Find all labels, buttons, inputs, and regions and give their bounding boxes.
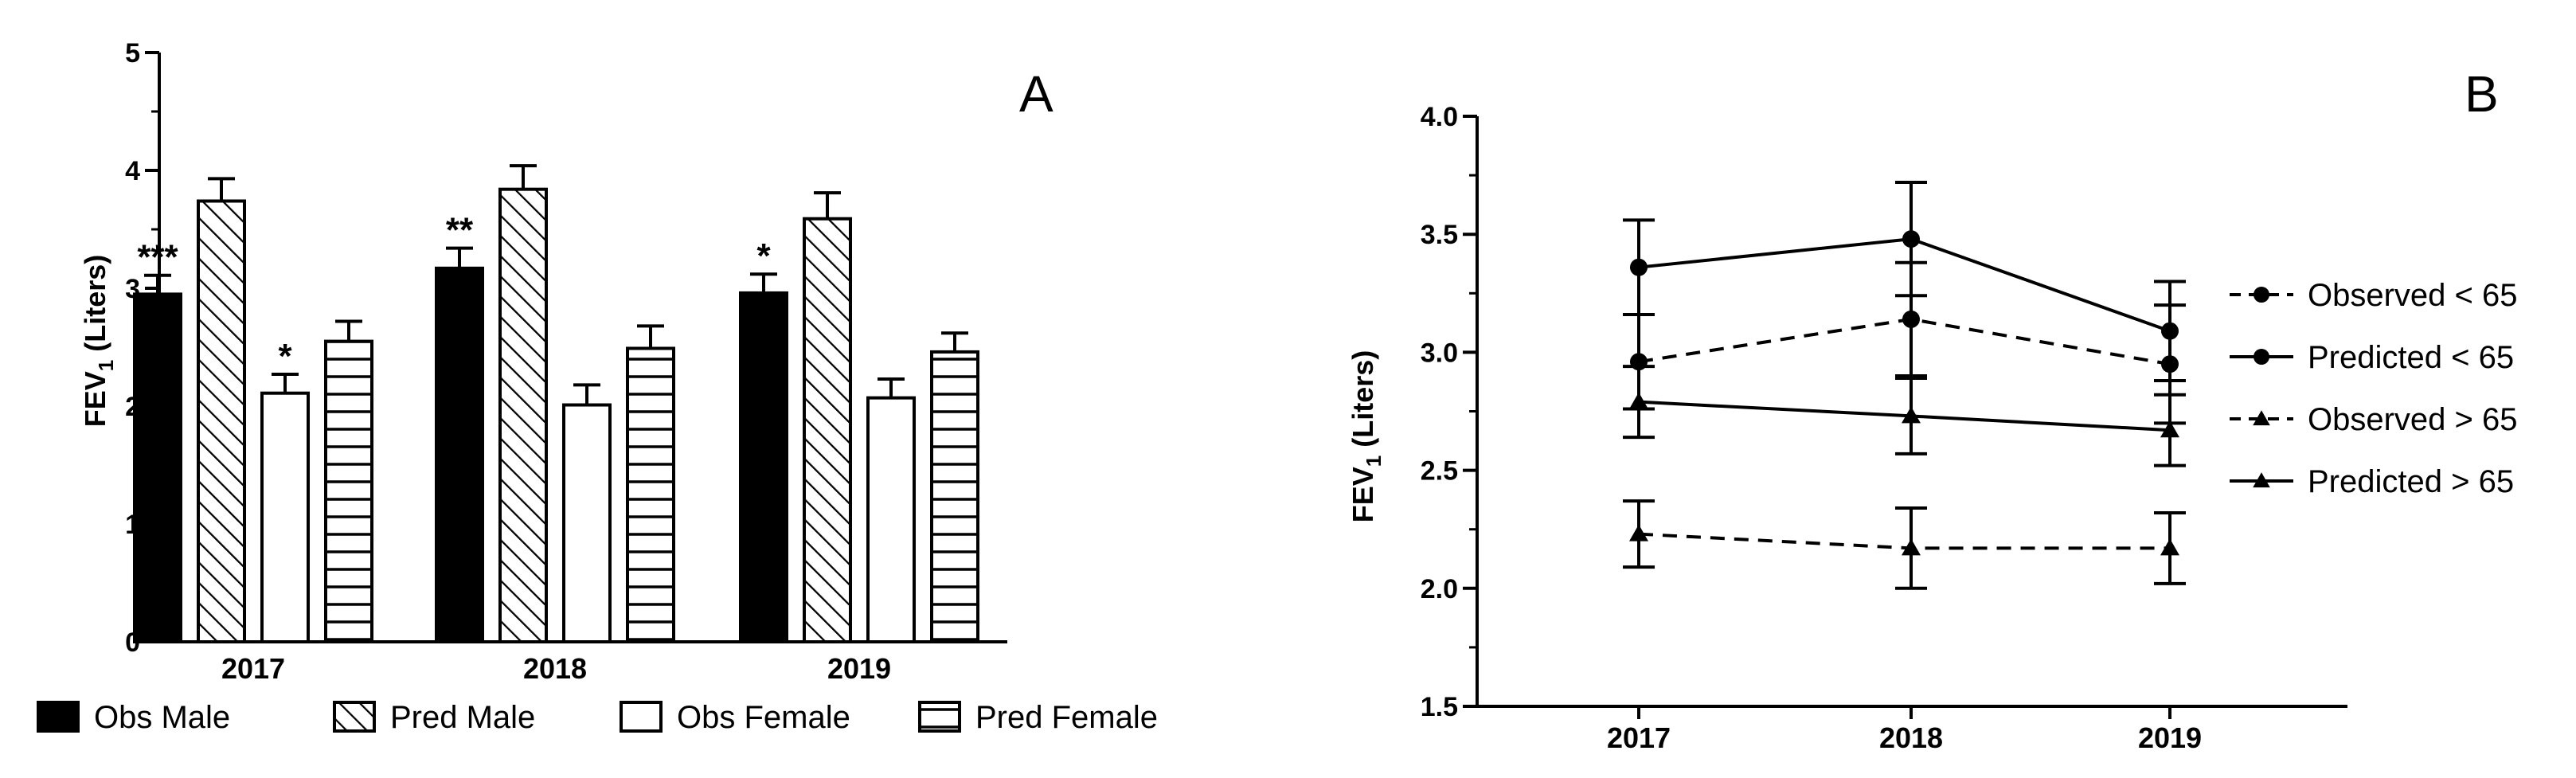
bar-obs-male-2019 bbox=[739, 291, 788, 643]
bar-pred-male-2018 bbox=[498, 187, 548, 643]
point-observed-gt-65-2018 bbox=[1902, 538, 1921, 556]
significance-marker: * bbox=[756, 237, 771, 276]
panel-b-ylabel-sub: 1 bbox=[1362, 455, 1386, 467]
bar-obs-female-2019 bbox=[866, 396, 916, 643]
bar-pred-male-2019 bbox=[803, 217, 852, 643]
legend-label-predicted-gt-65: Predicted > 65 bbox=[2308, 464, 2514, 499]
panel-b-x-tick-label: 2017 bbox=[1607, 721, 1671, 754]
panel-a-y-axis-title: FEV1 (Liters) bbox=[79, 255, 118, 428]
legend-swatch-obs-male bbox=[37, 701, 80, 733]
point-observed-gt-65-2019 bbox=[2160, 538, 2179, 556]
bar-obs-male-2018 bbox=[435, 266, 484, 643]
legend-label-observed-gt-65: Observed > 65 bbox=[2308, 402, 2518, 437]
panel-b-y-axis-title: FEV1 (Liters) bbox=[1347, 350, 1386, 523]
panel-a-ylabel-sub: 1 bbox=[94, 360, 118, 371]
point-predicted-gt-65-2019 bbox=[2160, 420, 2179, 438]
bar-pred-female-2019 bbox=[930, 350, 979, 643]
point-observed-gt-65-2017 bbox=[1629, 524, 1648, 541]
point-predicted-lt-65-2017 bbox=[1630, 258, 1648, 276]
legend-label-pred-male: Pred Male bbox=[390, 700, 535, 735]
bar-pred-female-2017 bbox=[324, 339, 373, 643]
panel-b: B FEV1 (Liters) 1.5 2.0 2.5 3.0 3.5 4.0 2017 20… bbox=[1347, 65, 2518, 754]
legend-swatch-obs-female bbox=[620, 701, 663, 733]
legend-marker-observed-gt-65 bbox=[2253, 410, 2270, 426]
bar-obs-female-2017 bbox=[260, 391, 310, 643]
panel-a-bars bbox=[133, 164, 979, 644]
panel-b-ylabel-suffix: (Liters) bbox=[1347, 350, 1379, 455]
panel-a-letter: A bbox=[1019, 65, 1053, 123]
panel-a-x-tick-label: 2018 bbox=[523, 652, 587, 685]
series-line-observed-lt-65 bbox=[1638, 317, 2171, 366]
panel-a-legend: Obs Male Pred Male Obs Female Pred Female bbox=[37, 700, 1158, 735]
panel-b-y-tick-label: 3.0 bbox=[1421, 338, 1458, 368]
legend-label-predicted-lt-65: Predicted < 65 bbox=[2308, 340, 2514, 375]
panel-b-letter: B bbox=[2465, 65, 2499, 123]
panel-b-y-tick-label: 3.5 bbox=[1421, 220, 1458, 250]
panel-b-ylabel-main: FEV bbox=[1347, 467, 1379, 522]
panel-a-y-tick-label: 4 bbox=[125, 156, 140, 186]
point-predicted-lt-65-2019 bbox=[2161, 322, 2179, 340]
series-line-observed-gt-65 bbox=[1638, 532, 2170, 550]
panel-b-series bbox=[1623, 180, 2186, 590]
point-observed-lt-65-2018 bbox=[1902, 310, 1920, 328]
point-predicted-gt-65-2017 bbox=[1629, 392, 1648, 409]
significance-marker: * bbox=[278, 337, 292, 376]
panel-a-x-tick-label: 2019 bbox=[827, 652, 891, 685]
bar-obs-female-2018 bbox=[562, 403, 612, 643]
panel-b-axes: 1.5 2.0 2.5 3.0 3.5 4.0 2017 2018 2019 bbox=[1421, 102, 2347, 754]
legend-swatch-pred-male bbox=[333, 701, 376, 733]
panel-b-y-tick-label: 2.0 bbox=[1421, 574, 1458, 604]
significance-marker: *** bbox=[137, 238, 178, 277]
point-predicted-lt-65-2018 bbox=[1902, 230, 1920, 248]
point-predicted-gt-65-2018 bbox=[1902, 406, 1921, 424]
panel-b-x-tick-label: 2019 bbox=[2138, 721, 2202, 754]
legend-label-observed-lt-65: Observed < 65 bbox=[2308, 278, 2518, 313]
panel-a-ylabel-suffix: (Liters) bbox=[79, 255, 111, 360]
panel-a-annotations: ******* bbox=[137, 211, 771, 376]
legend-marker-predicted-lt-65 bbox=[2254, 349, 2269, 365]
bar-obs-male-2017 bbox=[133, 292, 182, 643]
legend-marker-predicted-gt-65 bbox=[2253, 472, 2270, 488]
legend-marker-observed-lt-65 bbox=[2254, 287, 2269, 303]
panel-b-x-tick-label: 2018 bbox=[1879, 721, 1943, 754]
legend-label-pred-female: Pred Female bbox=[975, 700, 1158, 735]
legend-label-obs-male: Obs Male bbox=[94, 700, 230, 735]
bar-pred-male-2017 bbox=[197, 199, 246, 644]
panel-a-x-tick-label: 2017 bbox=[221, 652, 285, 685]
legend-swatch-pred-female bbox=[918, 701, 961, 733]
bar-pred-female-2018 bbox=[626, 346, 675, 643]
panel-b-y-tick-label: 2.5 bbox=[1421, 456, 1458, 487]
panel-b-legend: Observed < 65 Predicted < 65 Observed > 65… bbox=[2230, 278, 2518, 499]
panel-a-y-tick-label: 5 bbox=[125, 38, 140, 68]
legend-label-obs-female: Obs Female bbox=[677, 700, 850, 735]
panel-b-y-tick-label: 4.0 bbox=[1421, 102, 1458, 132]
panel-b-y-tick-label: 1.5 bbox=[1421, 692, 1458, 722]
significance-marker: ** bbox=[446, 211, 474, 250]
series-line-predicted-gt-65 bbox=[1638, 400, 2171, 432]
panel-a-ylabel-main: FEV bbox=[79, 371, 111, 427]
